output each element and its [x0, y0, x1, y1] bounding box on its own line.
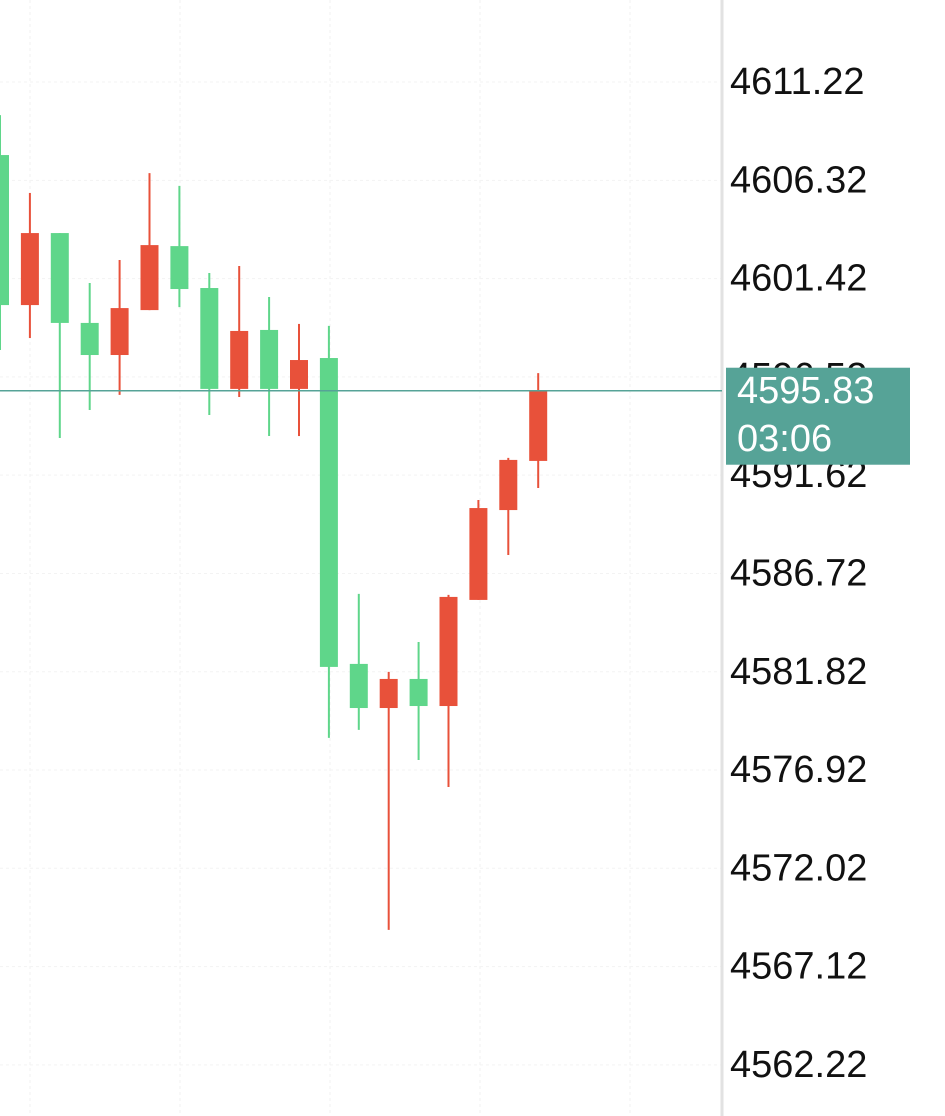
candle-body [170, 246, 189, 290]
candles [0, 115, 548, 930]
candle-body [439, 596, 458, 707]
candle-body [200, 288, 219, 389]
y-tick-label: 4572.02 [730, 847, 867, 889]
candle-body [319, 358, 338, 667]
candle-body [140, 245, 159, 311]
y-tick-label: 4567.12 [730, 946, 867, 988]
candle-body [290, 360, 308, 389]
y-tick-label: 4606.32 [730, 159, 867, 201]
y-tick-label: 4601.42 [730, 258, 867, 300]
candle-body [260, 329, 279, 389]
candle-body [80, 322, 99, 356]
y-tick-label: 4562.22 [730, 1044, 867, 1086]
candle-body [110, 308, 129, 356]
current-price: 4595.83 03:06 [0, 367, 910, 465]
candle-body [529, 390, 548, 461]
candle-body [349, 663, 368, 709]
y-tick-label: 4576.92 [730, 749, 867, 791]
candle-body [409, 678, 428, 707]
y-tick-label: 4611.22 [730, 61, 865, 103]
price-timer: 03:06 [737, 418, 832, 460]
candle-body [230, 330, 249, 389]
candle-body [499, 459, 518, 511]
price-label: 4595.83 [737, 370, 874, 412]
price-box [726, 367, 910, 465]
y-axis: 4611.224606.324601.424596.524591.624586.… [730, 61, 867, 1086]
candle-body [0, 155, 9, 306]
y-tick-label: 4586.72 [730, 552, 867, 594]
y-tick-label: 4581.82 [730, 651, 867, 693]
candle-body [379, 678, 398, 709]
candle-body [20, 233, 39, 306]
candle-body [50, 233, 69, 323]
candle-body [469, 508, 488, 600]
